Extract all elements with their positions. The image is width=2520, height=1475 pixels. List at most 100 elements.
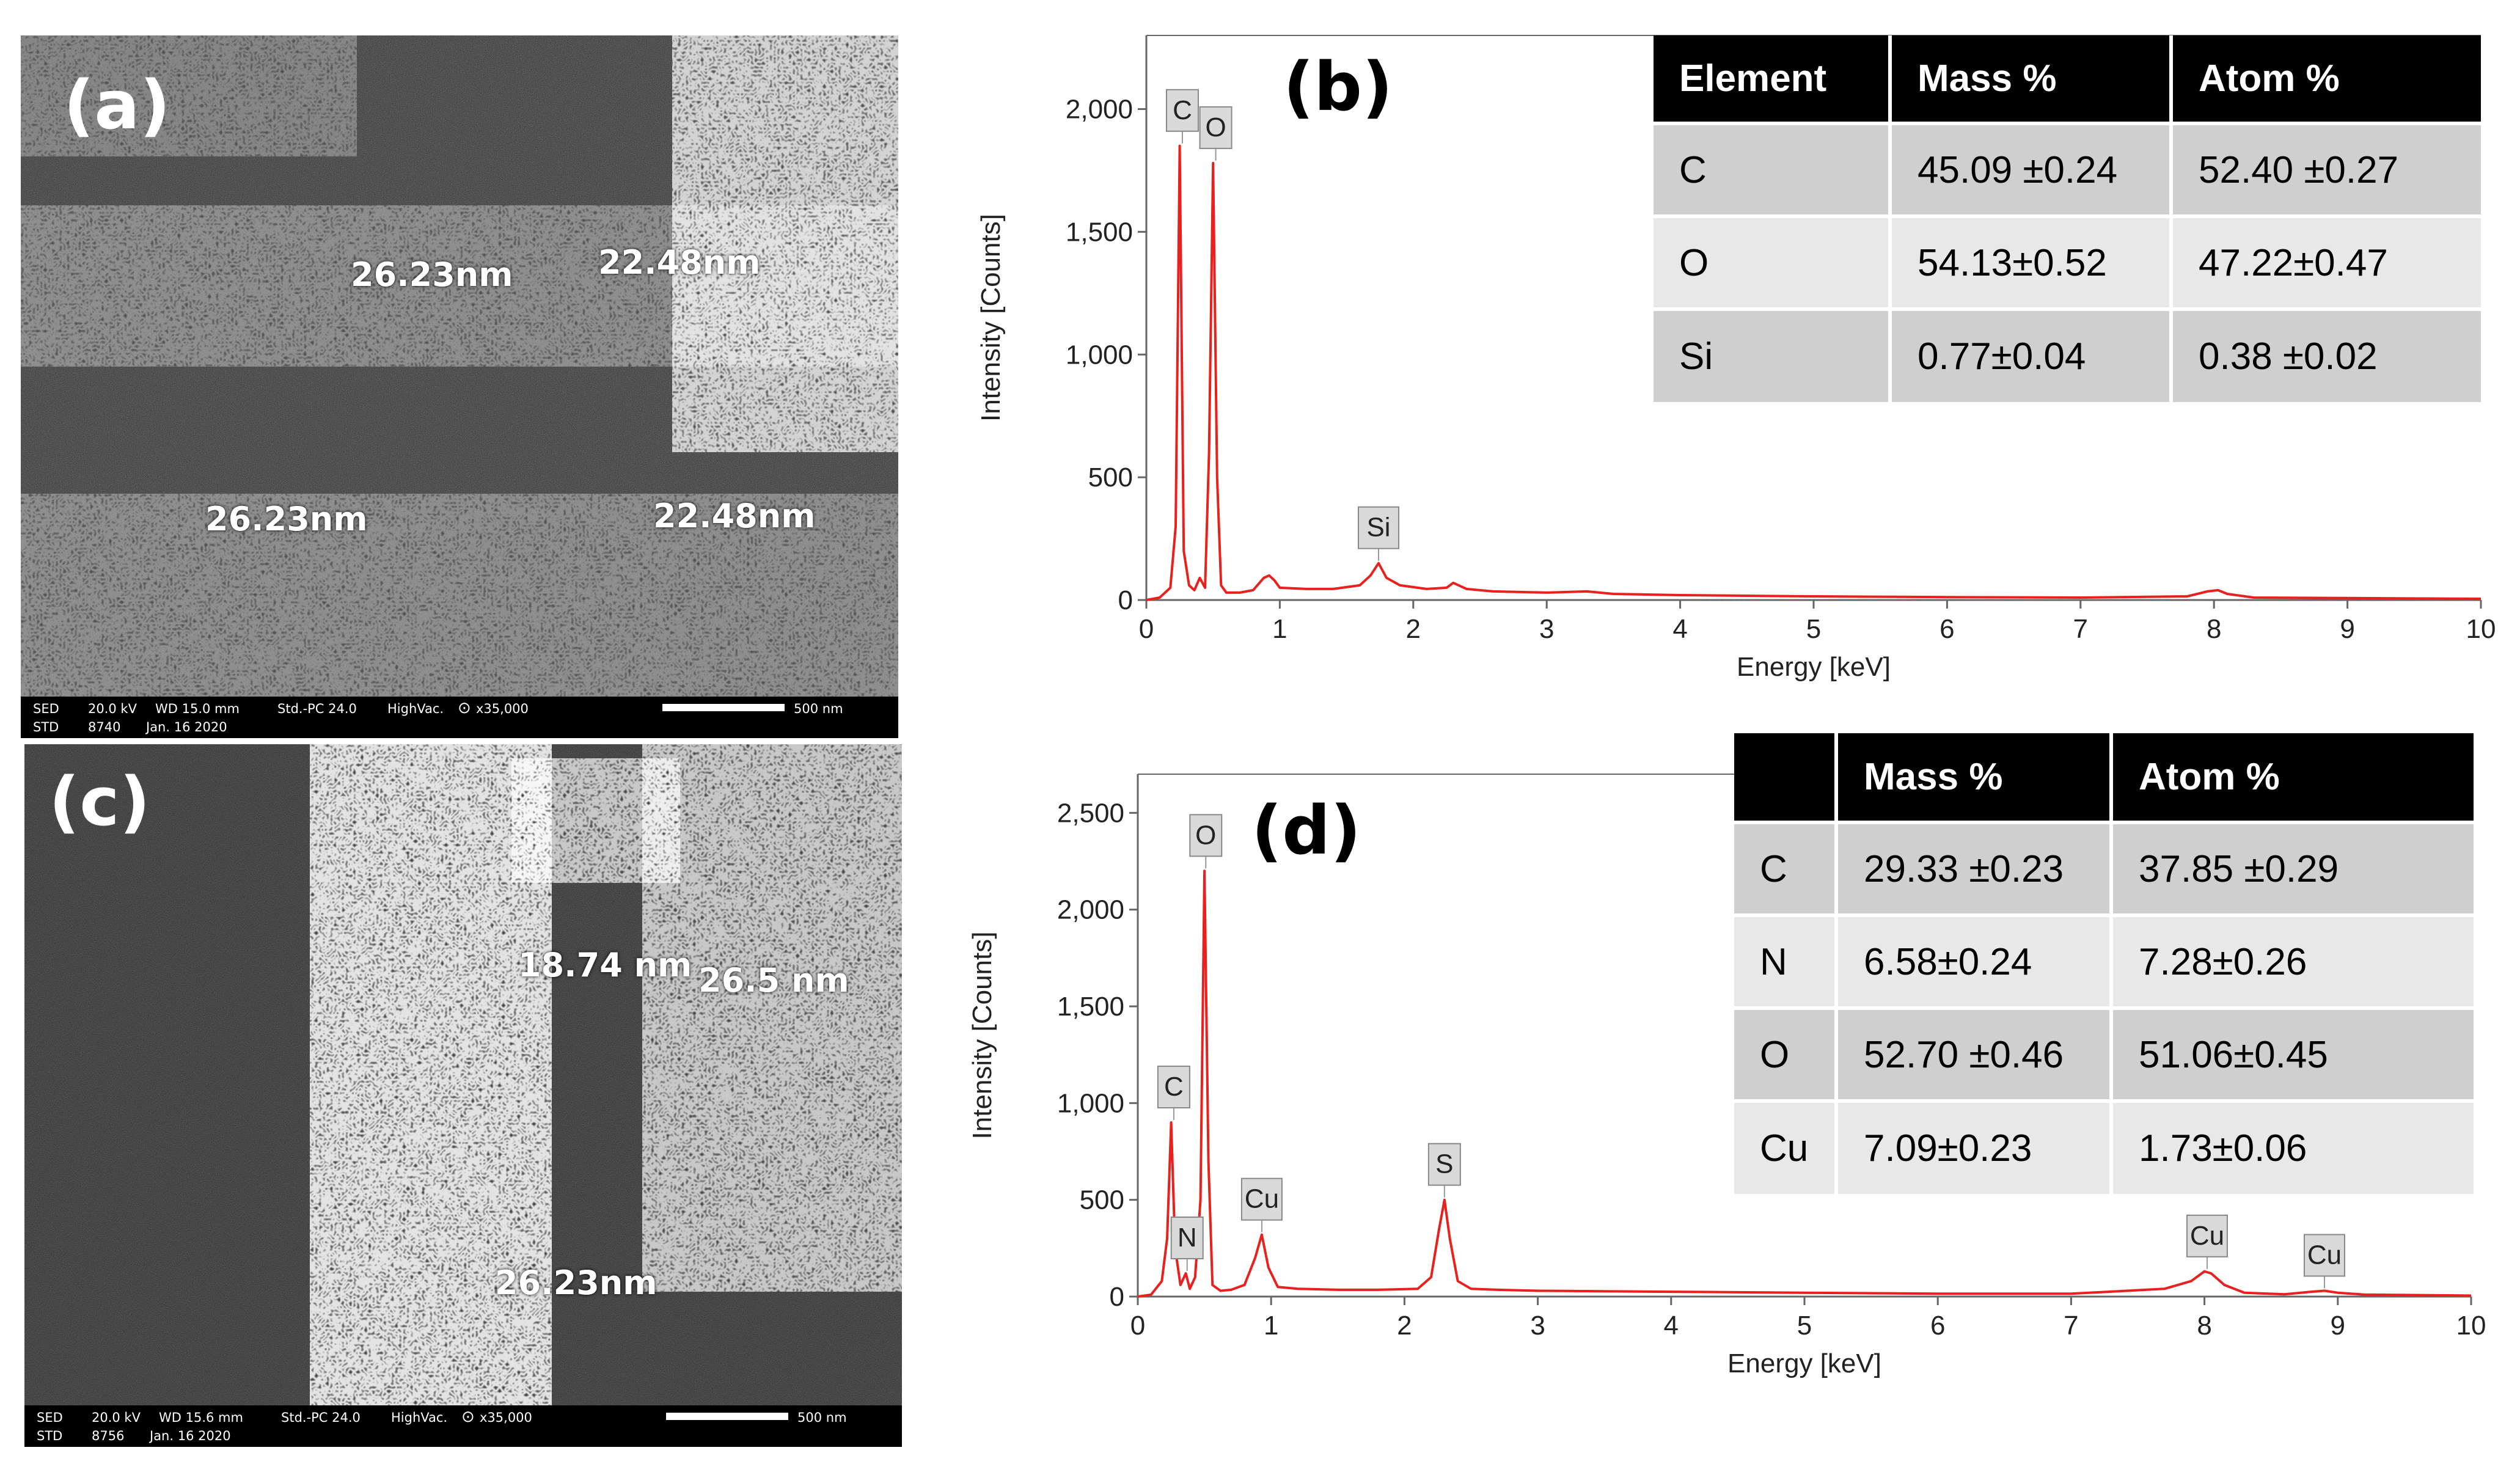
- element-cell: Cu: [1734, 1099, 1838, 1194]
- table-row: C 45.09 ±0.24 52.40 ±0.27: [1654, 122, 2481, 216]
- scale-bar: [666, 1413, 788, 1420]
- particle-size-label: 22.48nm: [598, 243, 761, 282]
- x-tick-label: 5: [1806, 614, 1821, 644]
- date-label: Jan. 16 2020: [146, 720, 227, 734]
- date-label: Jan. 16 2020: [150, 1429, 231, 1443]
- voltage-label: 20.0 kV: [88, 701, 137, 716]
- peak-label-box: [1427, 1143, 1461, 1186]
- peak-label: O: [1195, 820, 1216, 850]
- particle-size-label: 22.48nm: [653, 497, 816, 535]
- peak-label: Cu: [2307, 1240, 2342, 1270]
- atom-cell: 37.85 ±0.29: [2111, 821, 2474, 915]
- sem-info-bar-c: SED 20.0 kV WD 15.6 mm Std.-PC 24.0 High…: [24, 1405, 902, 1447]
- x-tick-label: 7: [2073, 614, 2088, 644]
- table-row: Cu 7.09±0.23 1.73±0.06: [1734, 1099, 2474, 1194]
- particle-size-label: 26.23nm: [495, 1264, 657, 1302]
- mass-cell: 29.33 ±0.23: [1836, 821, 2113, 915]
- y-tick-label: 0: [1118, 585, 1133, 615]
- particle-size-label: 26.5 nm: [698, 961, 849, 1000]
- working-distance-label: WD 15.6 mm: [159, 1410, 243, 1425]
- mass-cell: 6.58±0.24: [1836, 913, 2113, 1008]
- y-tick-label: 500: [1080, 1185, 1124, 1215]
- x-tick-label: 2: [1406, 614, 1421, 644]
- atom-cell: 7.28±0.26: [2111, 913, 2474, 1008]
- element-cell: Si: [1654, 307, 1892, 402]
- sem-image-a: (a) 26.23nm 22.48nm 26.23nm 22.48nm SED …: [21, 35, 898, 738]
- table-header-mass: Mass %: [1890, 35, 2173, 123]
- mass-cell: 7.09±0.23: [1836, 1099, 2113, 1194]
- eds-spectrum-chart-d: 0 500 1,000 1,500 2,000 2,500 0 1 2 3 4 5 6 7 8 9 10 Ener…: [967, 774, 2486, 1378]
- atom-cell: 52.40 ±0.27: [2171, 122, 2481, 216]
- y-tick-label: 1,000: [1066, 340, 1133, 370]
- y-axis-title: Intensity [Counts]: [976, 214, 1006, 422]
- peak-label-box: [1157, 1066, 1190, 1108]
- peak-label-box: [1170, 1217, 1204, 1259]
- x-tick-label: 0: [1139, 614, 1154, 644]
- x-tick-label: 1: [1272, 614, 1287, 644]
- particle-size-label: 18.74 nm: [518, 946, 692, 984]
- x-tick-label: 10: [2466, 614, 2496, 644]
- sem-texture-a: [21, 35, 898, 738]
- magnification-label: x35,000: [476, 701, 529, 716]
- peak-label: C: [1164, 1072, 1184, 1102]
- working-distance-label: WD 15.0 mm: [155, 701, 240, 716]
- table-row: N 6.58±0.24 7.28±0.26: [1734, 913, 2474, 1008]
- vacuum-label: HighVac.: [391, 1410, 448, 1425]
- panel-label: (d): [1251, 791, 1361, 869]
- image-number-label: 8740: [88, 720, 121, 734]
- x-axis-title: Energy [keV]: [1737, 652, 1891, 682]
- detector-label: SED: [37, 1410, 63, 1425]
- peak-label-box: [1240, 1177, 1283, 1221]
- vacuum-label: HighVac.: [387, 701, 444, 716]
- x-tick-label: 8: [2207, 614, 2221, 644]
- probe-current-label: Std.-PC 24.0: [281, 1410, 361, 1425]
- atom-cell: 51.06±0.45: [2111, 1006, 2474, 1101]
- particle-size-label: 26.23nm: [351, 255, 513, 294]
- y-tick-label: 2,000: [1057, 895, 1124, 925]
- x-tick-label: 7: [2064, 1311, 2078, 1341]
- y-tick-label: 1,000: [1057, 1088, 1124, 1118]
- atom-cell: 0.38 ±0.02: [2171, 307, 2481, 402]
- particle-size-label: 26.23nm: [205, 500, 368, 538]
- x-tick-label: 2: [1397, 1311, 1412, 1341]
- mode-label: STD: [33, 720, 59, 734]
- scale-bar-label: 500 nm: [794, 701, 843, 716]
- atom-cell: 47.22±0.47: [2171, 214, 2481, 309]
- x-tick-label: 5: [1797, 1311, 1812, 1341]
- x-tick-label: 3: [1530, 1311, 1545, 1341]
- x-tick-label: 6: [1930, 1311, 1945, 1341]
- peak-label-box: [2303, 1234, 2345, 1277]
- mode-label: STD: [37, 1429, 63, 1443]
- camera-icon: ⊙: [458, 699, 471, 717]
- eds-spectrum-chart-b: 0 500 1,000 1,500 2,000 0 1 2 3 4 5 6 7 8 9 10 Energy [k…: [976, 35, 2496, 682]
- element-cell: O: [1654, 214, 1892, 309]
- mass-cell: 0.77±0.04: [1890, 307, 2173, 402]
- element-cell: N: [1734, 913, 1838, 1008]
- magnification-label: x35,000: [480, 1410, 532, 1425]
- element-cell: C: [1734, 821, 1838, 915]
- x-tick-label: 6: [1939, 614, 1954, 644]
- x-tick-label: 0: [1130, 1311, 1145, 1341]
- peak-label: O: [1205, 112, 1226, 142]
- table-row: O 54.13±0.52 47.22±0.47: [1654, 214, 2481, 309]
- x-tick-label: 10: [2456, 1311, 2486, 1341]
- peak-label: N: [1178, 1223, 1197, 1253]
- mass-cell: 54.13±0.52: [1890, 214, 2173, 309]
- peak-label-box: [1165, 89, 1199, 132]
- peak-label-box: [1358, 506, 1400, 549]
- y-tick-label: 1,500: [1057, 992, 1124, 1022]
- table-header-element: [1734, 733, 1838, 822]
- probe-current-label: Std.-PC 24.0: [277, 701, 357, 716]
- sem-image-c: (c) 18.74 nm 26.5 nm 26.23nm SED 20.0 kV…: [24, 744, 902, 1447]
- x-tick-label: 9: [2340, 614, 2354, 644]
- x-tick-label: 1: [1264, 1311, 1278, 1341]
- atom-cell: 1.73±0.06: [2111, 1099, 2474, 1194]
- table-header-atom: Atom %: [2111, 733, 2474, 822]
- spectrum-line: [1137, 869, 2472, 1298]
- y-axis-title: Intensity [Counts]: [967, 932, 997, 1140]
- table-header-element: Element: [1654, 35, 1892, 123]
- y-tick-label: 2,000: [1066, 95, 1133, 125]
- y-tick-label: 1,500: [1066, 217, 1133, 247]
- element-cell: C: [1654, 122, 1892, 216]
- scale-bar: [662, 704, 785, 711]
